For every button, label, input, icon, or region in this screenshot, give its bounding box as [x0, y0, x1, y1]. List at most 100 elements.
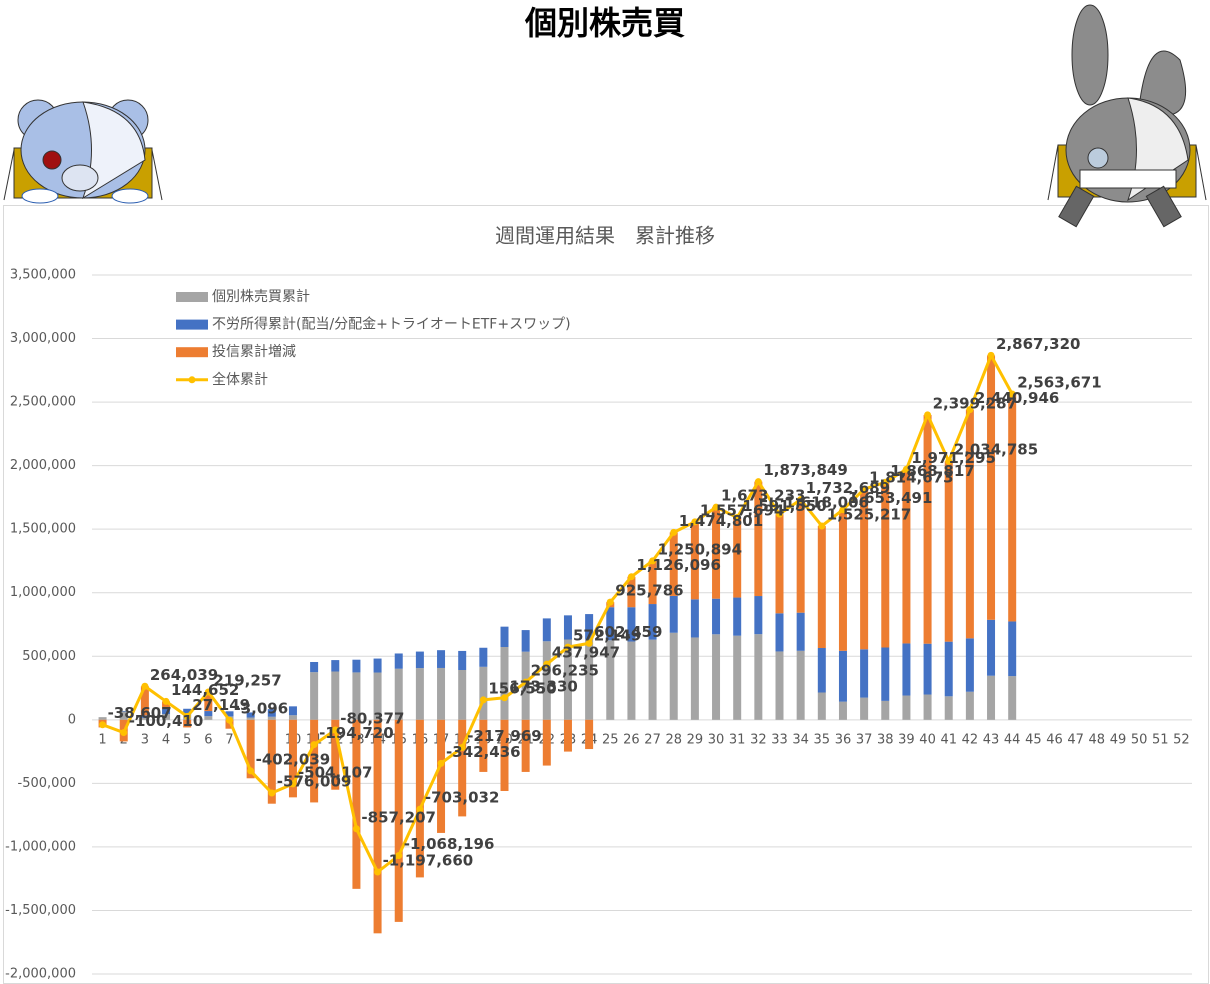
data-label: -504,107 — [298, 763, 373, 781]
data-label: 1,873,849 — [763, 461, 847, 479]
line-point — [247, 767, 255, 775]
data-label: 264,039 — [150, 666, 218, 684]
bar-segment — [881, 482, 890, 648]
legend-label: 投信累計増減 — [212, 343, 296, 360]
bar-segment — [902, 695, 911, 720]
bar-segment — [162, 701, 171, 710]
bar-segment — [669, 632, 678, 720]
bar-segment — [415, 668, 424, 720]
data-label: 602,459 — [594, 623, 662, 641]
line-point — [924, 411, 932, 419]
bar-segment — [204, 711, 213, 717]
data-label: 2,867,320 — [996, 335, 1080, 353]
x-tick-label: 40 — [919, 732, 936, 747]
bar-segment — [817, 648, 826, 693]
bar-segment — [331, 660, 340, 672]
bar-segment — [563, 719, 572, 752]
line-point — [204, 688, 212, 696]
bar-segment — [437, 667, 446, 720]
line-point — [966, 406, 974, 414]
line-point — [99, 721, 107, 729]
bar-segment — [458, 719, 467, 817]
bar-segment — [140, 717, 149, 720]
bar-segment — [98, 717, 107, 720]
bar-segment — [712, 598, 721, 635]
x-tick-label: 27 — [644, 732, 661, 747]
x-tick-label: 5 — [183, 732, 191, 747]
line-point — [352, 825, 360, 833]
bar-segment — [690, 637, 699, 720]
bar-segment — [437, 719, 446, 833]
bar-segment — [775, 651, 784, 720]
bar-segment — [288, 706, 297, 716]
line-point — [860, 485, 868, 493]
bar-segment — [331, 671, 340, 720]
page-title: 個別株売買 — [524, 4, 685, 42]
line-point — [797, 496, 805, 504]
bar-segment — [987, 619, 996, 676]
bar-segment — [331, 719, 340, 790]
data-label: -342,436 — [446, 743, 521, 761]
x-tick-label: 3 — [141, 732, 149, 747]
line-point — [183, 712, 191, 720]
data-label: 2,563,671 — [1017, 373, 1101, 391]
bar-segment — [860, 489, 869, 650]
bar-segment — [479, 647, 488, 667]
line-point — [670, 528, 678, 536]
y-tick-label: -1,500,000 — [5, 903, 76, 918]
bear-mascot — [3, 99, 163, 204]
data-label: 572,149 — [573, 627, 641, 645]
bar-segment — [119, 710, 128, 712]
bar-segment — [860, 697, 869, 720]
data-label: 437,947 — [552, 644, 620, 662]
chart-title: 週間運用結果 累計推移 — [495, 224, 715, 248]
bar-segment — [606, 607, 615, 641]
data-label: -1,197,660 — [383, 852, 474, 870]
bar-segment — [627, 641, 636, 720]
line-point — [945, 457, 953, 465]
x-tick-label: 51 — [1152, 732, 1169, 747]
bar-segment — [458, 650, 467, 670]
x-tick-label: 7 — [225, 732, 233, 747]
bar-segment — [690, 599, 699, 638]
bar-segment — [288, 719, 297, 798]
bar-segment — [733, 635, 742, 720]
legend-label: 不労所得累計(配当/分配金+トライオートETF+スワップ) — [212, 316, 571, 333]
data-label: -402,039 — [256, 750, 331, 768]
data-label: 1,250,894 — [658, 540, 742, 558]
bar-segment — [373, 719, 382, 934]
data-label: 1,525,217 — [827, 505, 911, 523]
y-tick-label: 1,000,000 — [10, 585, 76, 600]
line-point — [416, 805, 424, 813]
bar-segment — [923, 694, 932, 720]
bunny-mascot — [1047, 4, 1207, 228]
line-point — [733, 514, 741, 522]
x-tick-label: 25 — [602, 732, 619, 747]
x-tick-label: 6 — [204, 732, 212, 747]
bar-segment — [1008, 676, 1017, 720]
bar-segment — [648, 639, 657, 720]
bar-segment — [965, 638, 974, 692]
line-point — [839, 506, 847, 514]
bar-segment — [162, 714, 171, 720]
bar-segment — [754, 634, 763, 720]
x-tick-label: 49 — [1110, 732, 1127, 747]
bar-segment — [394, 719, 403, 922]
chart-frame — [3, 205, 1209, 984]
bar-segment — [669, 532, 678, 596]
data-label: 144,652 — [171, 681, 239, 699]
bar-segment — [246, 719, 255, 779]
line-point — [776, 510, 783, 518]
bar-segment — [563, 615, 572, 640]
bar-segment — [838, 701, 847, 720]
x-tick-label: 29 — [687, 732, 704, 747]
data-label: -38,607 — [108, 704, 172, 722]
line-point — [395, 852, 403, 860]
line-point — [141, 682, 149, 690]
bar-segment — [500, 719, 509, 791]
y-tick-label: 3,000,000 — [10, 331, 76, 346]
bar-segment — [648, 604, 657, 640]
line-point — [289, 780, 297, 788]
data-label: -100,410 — [129, 712, 204, 730]
bar-segment — [838, 509, 847, 651]
